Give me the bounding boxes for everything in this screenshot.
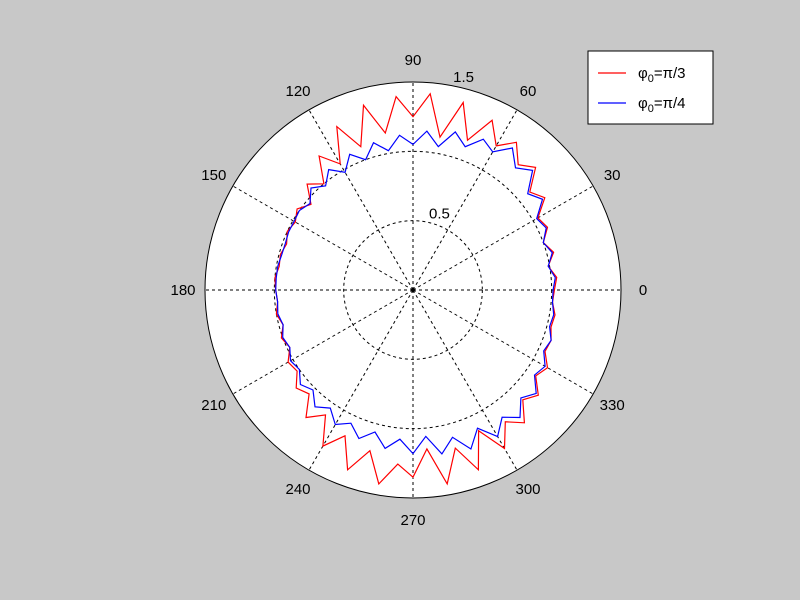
r-tick-label: 1.5 bbox=[453, 69, 474, 86]
legend-label-2: φ0=π/4 bbox=[638, 95, 685, 115]
theta-tick-label-330: 330 bbox=[600, 397, 625, 414]
spoke-120 bbox=[308, 109, 414, 291]
radial-grid-rings bbox=[273, 150, 553, 430]
legend-label-1: φ0=π/3 bbox=[638, 65, 685, 85]
data-series-layer bbox=[274, 92, 558, 486]
theta-tick-label-180: 180 bbox=[170, 282, 195, 299]
theta-tick-label-30: 30 bbox=[604, 167, 621, 184]
spoke-240 bbox=[308, 289, 414, 471]
theta-tick-label-120: 120 bbox=[285, 83, 310, 100]
radial-tick-labels: 0.5 1.5 bbox=[429, 69, 474, 223]
legend: φ0=π/3 φ0=π/4 bbox=[587, 50, 714, 125]
spoke-150 bbox=[232, 185, 414, 291]
theta-tick-label-90: 90 bbox=[405, 52, 422, 69]
legend-box bbox=[587, 50, 714, 125]
theta-tick-label-300: 300 bbox=[515, 481, 540, 498]
series-line-2 bbox=[275, 130, 556, 455]
spoke-30 bbox=[412, 185, 594, 291]
theta-tick-label-0: 0 bbox=[639, 282, 647, 299]
ring-1 bbox=[273, 150, 553, 430]
angular-grid-lines bbox=[205, 82, 621, 498]
theta-tick-label-240: 240 bbox=[285, 481, 310, 498]
theta-tick-label-60: 60 bbox=[520, 83, 537, 100]
spoke-330 bbox=[412, 289, 594, 395]
theta-tick-label-210: 210 bbox=[201, 397, 226, 414]
spoke-60 bbox=[412, 109, 518, 291]
spoke-210 bbox=[232, 289, 414, 395]
polar-outer-border bbox=[204, 81, 622, 499]
theta-tick-label-150: 150 bbox=[201, 167, 226, 184]
ring-0_5 bbox=[343, 220, 483, 360]
r-tick-label: 0.5 bbox=[429, 206, 450, 223]
polar-axes: 0.5 1.5 0 30 60 90 120 150 180 210 240 270 300 330 bbox=[170, 52, 647, 529]
angular-tick-labels: 0 30 60 90 120 150 180 210 240 270 300 330 bbox=[170, 52, 647, 529]
spoke-300 bbox=[412, 289, 518, 471]
theta-tick-label-270: 270 bbox=[400, 512, 425, 529]
